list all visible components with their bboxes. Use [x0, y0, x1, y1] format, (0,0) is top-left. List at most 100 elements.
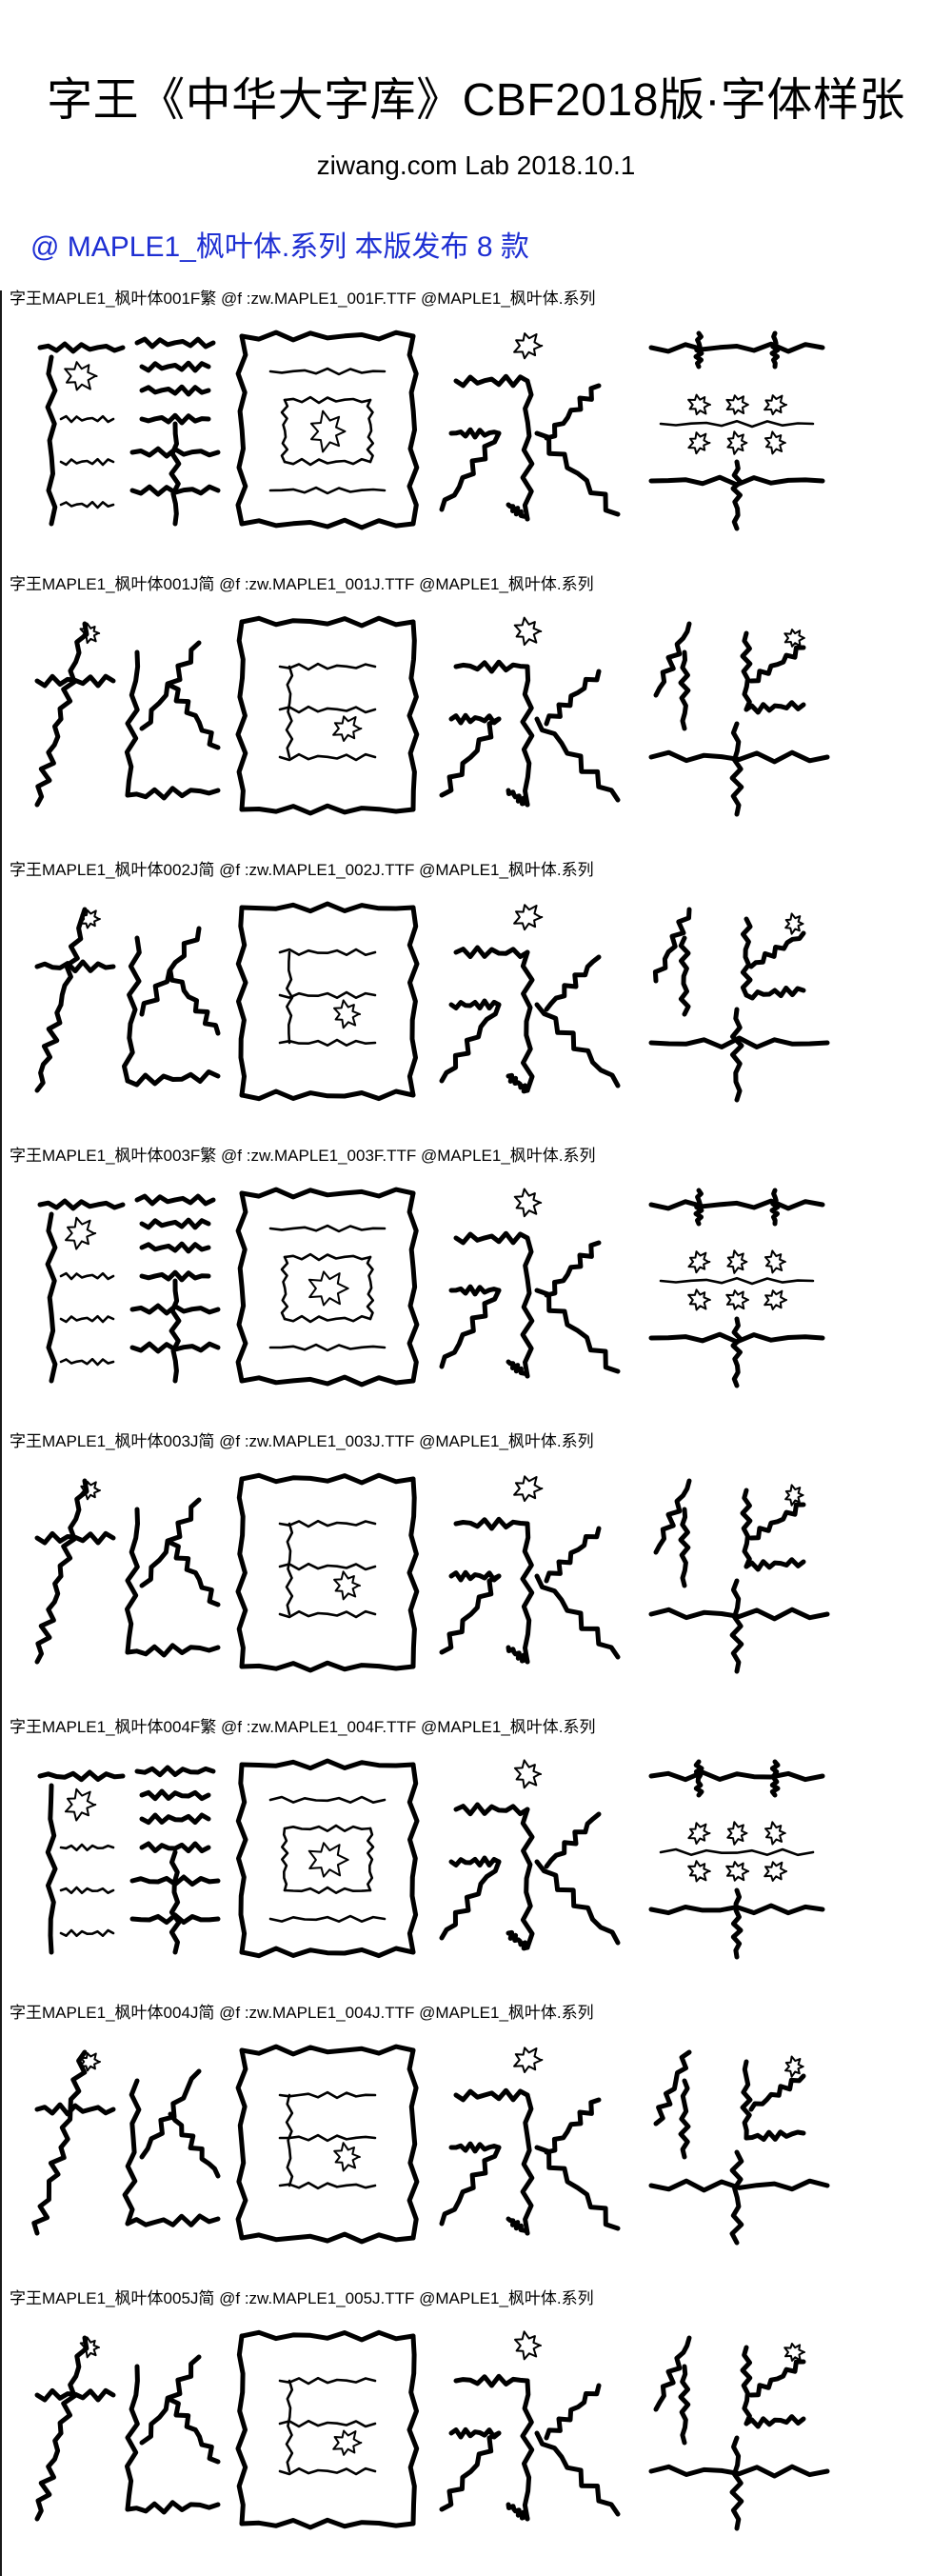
block-divider	[0, 2290, 2, 2576]
glyph-stroke	[537, 1862, 618, 1943]
glyph-永	[442, 1760, 618, 1948]
glyph-stroke	[743, 2347, 750, 2424]
page-subtitle: ziwang.com Lab 2018.10.1	[0, 152, 952, 179]
glyph-stroke	[40, 1772, 123, 1780]
glyph-row	[32, 605, 889, 824]
glyph-stroke	[508, 1932, 527, 1948]
glyph-stroke	[733, 1009, 743, 1100]
glyph-stroke	[696, 1190, 702, 1224]
glyph-stroke	[280, 754, 375, 760]
glyph-stroke	[367, 1828, 373, 1890]
glyph-stroke	[523, 667, 532, 805]
glyph-華	[651, 1190, 823, 1386]
font-label: 字王MAPLE1_枫叶体003J简 @f :zw.MAPLE1_003J.TTF…	[10, 1433, 594, 1449]
glyph-stroke	[242, 618, 413, 626]
glyph-stroke	[280, 1521, 375, 1527]
leaf-ornament	[688, 395, 710, 415]
glyph-stroke	[651, 1772, 823, 1780]
glyph-stroke	[456, 1233, 527, 1243]
glyph-stroke	[242, 2047, 413, 2054]
glyph-stroke	[772, 333, 778, 367]
glyph-stroke	[732, 1581, 742, 1671]
glyph-stroke	[242, 2234, 413, 2242]
glyph-stroke	[242, 1761, 413, 1768]
glyph-stroke	[456, 2090, 527, 2100]
glyph-stroke	[280, 992, 375, 998]
leaf-ornament	[333, 716, 361, 741]
glyph-stroke	[37, 2433, 61, 2519]
glyph-row	[32, 319, 889, 538]
glyph-stroke	[546, 671, 599, 724]
leaf-ornament	[765, 431, 785, 453]
leaf-ornament	[688, 432, 709, 453]
glyph-stroke	[681, 2081, 688, 2157]
glyph-stroke	[37, 2105, 113, 2114]
glyph-stroke	[48, 1214, 55, 1381]
series-heading: @ MAPLE1_枫叶体.系列 本版发布 8 款	[30, 233, 529, 262]
leaf-ornament	[726, 1862, 748, 1881]
glyph-stroke	[746, 703, 803, 712]
glyph-stroke	[681, 652, 688, 729]
glyph-圖	[238, 1761, 417, 1956]
leaf-ornament	[66, 1218, 95, 1249]
glyph-stroke	[238, 1765, 246, 1952]
glyph-stroke	[456, 1805, 527, 1814]
glyph-stroke	[661, 1278, 813, 1284]
glyph-stroke	[137, 1196, 213, 1204]
glyph-stroke	[546, 1243, 599, 1295]
glyph-stroke	[282, 1257, 288, 1319]
glyph-stroke	[61, 1930, 113, 1936]
glyph-stroke	[142, 1844, 208, 1851]
glyph-stroke	[523, 2381, 532, 2519]
font-sample-block: 字王MAPLE1_枫叶体002J简 @f :zw.MAPLE1_002J.TTF…	[0, 862, 952, 1148]
glyph-stroke	[546, 2386, 599, 2438]
glyph-stroke	[546, 2100, 599, 2152]
glyph-stroke	[171, 1281, 179, 1381]
glyph-stroke	[34, 2147, 64, 2233]
leaf-ornament	[688, 1823, 709, 1844]
glyph-stroke	[170, 2114, 218, 2176]
leaf-ornament	[785, 2057, 803, 2077]
leaf-ornament	[333, 2431, 361, 2455]
glyph-stroke	[442, 1862, 499, 1938]
glyph-stroke	[537, 1290, 618, 1371]
font-sample-block: 字王MAPLE1_枫叶体003F繁 @f :zw.MAPLE1_003F.TTF…	[0, 1148, 952, 1433]
glyph-stroke	[681, 1509, 688, 1586]
glyph-stroke	[125, 2081, 139, 2224]
glyph-stroke	[733, 462, 741, 529]
glyph-图	[238, 1475, 417, 1670]
glyph-stroke	[743, 919, 750, 995]
glyph-stroke	[48, 1786, 55, 1952]
glyph-stroke	[696, 333, 702, 367]
glyph-stroke	[523, 381, 532, 519]
glyph-永	[442, 618, 618, 805]
glyph-永	[442, 2047, 618, 2233]
glyph-stroke	[280, 2378, 375, 2384]
glyph-stroke	[61, 1887, 113, 1893]
glyph-龍	[40, 1767, 218, 1952]
glyph-stroke	[242, 1475, 413, 1483]
glyph-stroke	[127, 652, 137, 795]
glyph-华	[651, 909, 827, 1100]
glyph-stroke	[128, 2503, 218, 2512]
font-sample-block: 字王MAPLE1_枫叶体003J简 @f :zw.MAPLE1_003J.TTF…	[0, 1433, 952, 1719]
glyph-stroke	[270, 369, 385, 374]
glyph-龙	[37, 2338, 218, 2520]
leaf-ornament	[65, 362, 96, 389]
glyph-stroke	[287, 2381, 292, 2471]
leaf-ornament	[727, 1822, 746, 1845]
leaf-ornament	[688, 1861, 710, 1881]
glyph-stroke	[142, 363, 208, 370]
glyph-stroke	[523, 952, 532, 1090]
glyph-华	[651, 1481, 827, 1671]
glyph-stroke	[242, 1091, 413, 1099]
glyph-stroke	[651, 2466, 827, 2476]
glyph-stroke	[142, 1244, 208, 1251]
leaf-ornament	[688, 1289, 710, 1309]
glyph-stroke	[142, 1815, 208, 1823]
glyph-龙	[37, 624, 218, 805]
glyph-stroke	[451, 429, 499, 437]
glyph-stroke	[287, 1524, 292, 1614]
font-sample-block: 字王MAPLE1_枫叶体001F繁 @f :zw.MAPLE1_001F.TTF…	[0, 290, 952, 576]
glyph-stroke	[523, 1524, 532, 1662]
